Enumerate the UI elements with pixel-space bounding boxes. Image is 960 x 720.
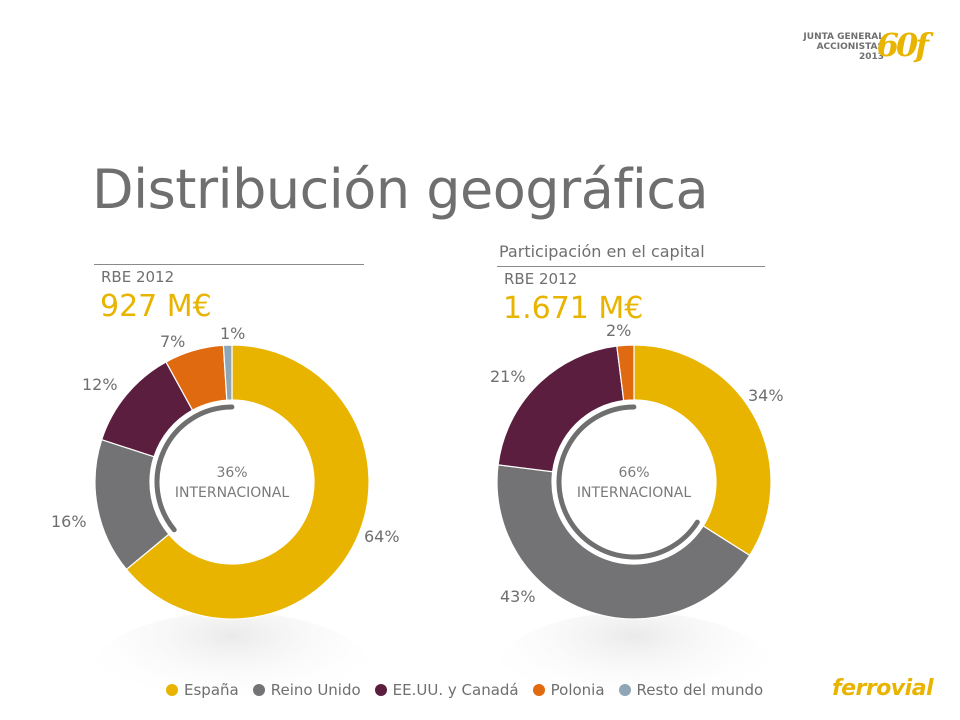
right-rbe-label: RBE 2012 [504,270,578,288]
right-slice-ee-uu-y-canad- [497,345,625,473]
event-logo-text: JUNTA GENERAL ACCIONISTAS 2013 [803,32,884,62]
left-label-espana: 64% [364,527,400,546]
left-rbe-value: 927 M€ [100,289,212,324]
ferrovial-logo: ferrovial [832,676,934,701]
left-slice-resto-del-mundo [222,344,233,401]
legend-label-reino-unido: Reino Unido [270,681,361,699]
right-divider [497,266,765,267]
legend-label-espana: España [184,681,239,699]
legend-label-resto: Resto del mundo [636,681,764,699]
event-logo-line-2: ACCIONISTAS [816,42,884,52]
right-label-eeuu: 21% [490,367,526,386]
legend: España Reino Unido EE.UU. y Canadá Polon… [166,681,763,699]
page-title: Distribución geográfica [92,158,709,221]
right-international-arc [556,404,700,560]
left-center-label: INTERNACIONAL [175,485,290,501]
right-slice-polonia [616,344,635,402]
legend-label-eeuu: EE.UU. y Canadá [392,681,519,699]
legend-item-resto: Resto del mundo [618,681,764,699]
donut-chart-right [496,344,772,620]
right-reflection [494,612,774,720]
legend-dot-eeuu [374,684,387,696]
left-international-arc [154,404,235,533]
right-center-label: INTERNACIONAL [577,485,692,501]
legend-item-eeuu: EE.UU. y Canadá [374,681,519,699]
legend-dot-resto [618,684,631,696]
right-slice-reino-unido [496,464,751,620]
legend-item-polonia: Polonia [532,681,605,699]
right-slice-espa-a [633,344,772,557]
right-label-espana: 34% [748,386,784,405]
left-label-eeuu: 12% [82,375,118,394]
event-logo-line-3: 2013 [858,52,884,62]
legend-dot-reino-unido [252,684,265,696]
left-reflection [92,612,372,720]
legend-item-espana: España [166,681,239,699]
event-logo-line-1: JUNTA GENERAL [803,32,884,42]
legend-dot-espana [166,684,178,696]
right-subtitle: Participación en el capital [499,242,705,261]
legend-item-reino-unido: Reino Unido [252,681,361,699]
left-divider [94,264,364,265]
right-rbe-value: 1.671 M€ [503,291,644,326]
left-label-polonia: 7% [160,332,185,351]
legend-label-polonia: Polonia [550,681,605,699]
left-label-reino-unido: 16% [51,512,87,531]
right-label-polonia: 2% [606,321,631,340]
right-center-pct: 66% [618,465,649,481]
donut-chart-left [94,344,370,620]
left-label-resto: 1% [220,324,245,343]
left-center-pct: 36% [216,465,247,481]
event-logo-mark: 60f [876,26,929,64]
left-slice-espa-a [125,344,370,620]
left-rbe-label: RBE 2012 [101,268,175,286]
event-logo: JUNTA GENERAL ACCIONISTAS 2013 60f [803,26,929,70]
right-label-reino-unido: 43% [500,587,536,606]
legend-dot-polonia [532,684,545,696]
